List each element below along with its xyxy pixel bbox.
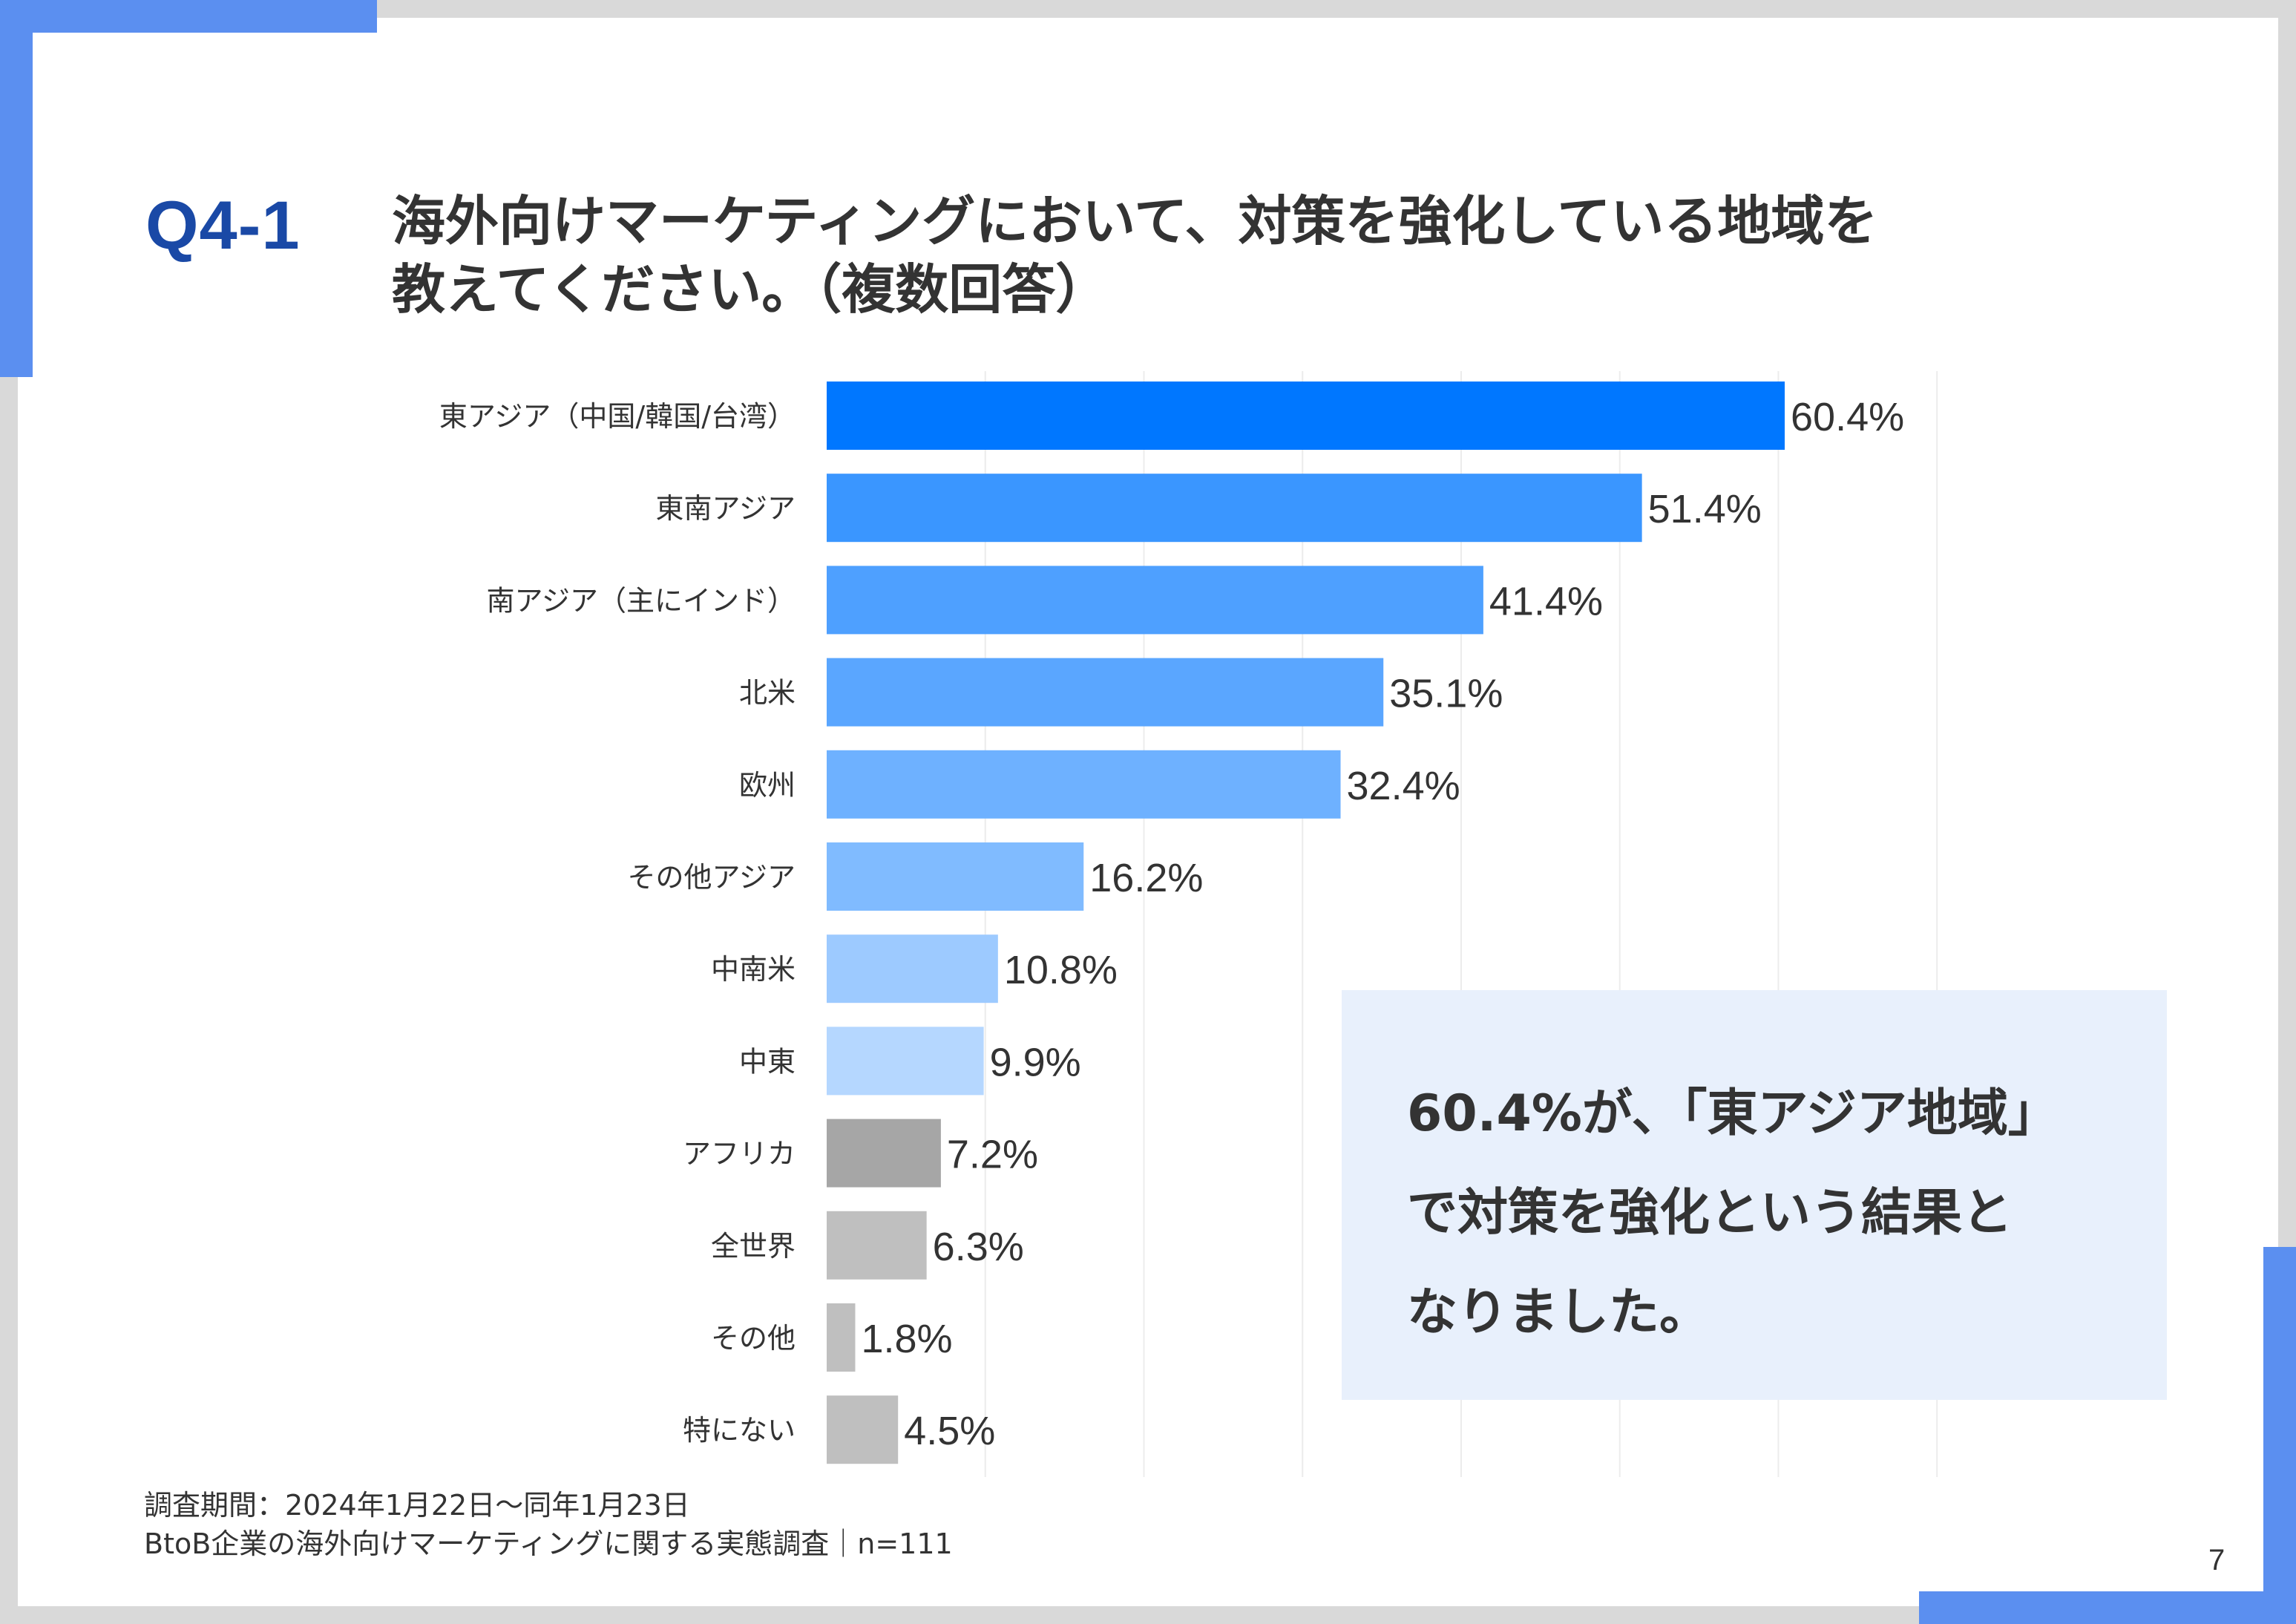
category-label: 中南米 [711, 953, 796, 986]
category-label: 全世界 [711, 1230, 796, 1263]
bar [827, 566, 1483, 635]
value-label: 60.4% [1791, 395, 1904, 439]
bar [827, 1211, 927, 1280]
survey-period: 調査期間：2024年1月22日～同年1月23日 [144, 1489, 690, 1522]
question-title-line-2: 教えてください。（複数回答） [392, 258, 1109, 321]
survey-source: BtoB企業の海外向けマーケティングに関する実態調査｜n=111 [144, 1528, 953, 1560]
corner-accent-bottom-right [1919, 1591, 2296, 1624]
value-label: 41.4% [1489, 579, 1603, 623]
summary-line-3: なりました。 [1407, 1283, 1710, 1342]
summary-text: 60.4%が、「東アジア地域」 で対策を強化という結果と なりました。 [1407, 1064, 2119, 1363]
category-label: 東アジア（中国/韓国/台湾） [439, 400, 796, 433]
corner-accent-top-left [0, 0, 377, 33]
category-label: 北米 [739, 677, 796, 710]
bar [827, 842, 1084, 911]
value-label: 51.4% [1648, 487, 1762, 531]
category-label: その他 [711, 1322, 796, 1355]
value-label: 6.3% [933, 1225, 1024, 1269]
value-label: 7.2% [947, 1133, 1038, 1177]
category-label: 東南アジア [656, 492, 796, 525]
question-title: 海外向けマーケティングにおいて、対策を強化している地域を 教えてください。（複数… [392, 187, 2024, 324]
category-label: 中東 [739, 1045, 796, 1078]
question-title-line-1: 海外向けマーケティングにおいて、対策を強化している地域を [392, 190, 1878, 252]
value-label: 1.8% [861, 1317, 952, 1361]
category-label: 特にない [683, 1414, 796, 1447]
bar [827, 1303, 856, 1372]
category-label: アフリカ [683, 1138, 796, 1170]
survey-footnote: 調査期間：2024年1月22日～同年1月23日 BtoB企業の海外向けマーケティ… [144, 1486, 953, 1563]
bar [827, 750, 1341, 819]
category-label: 欧州 [739, 769, 796, 802]
value-label: 4.5% [904, 1409, 995, 1453]
page-number: 7 [2208, 1544, 2226, 1576]
bar [827, 934, 998, 1003]
bar [827, 474, 1642, 543]
value-label: 9.9% [990, 1040, 1081, 1084]
summary-line-2: で対策を強化という結果と [1407, 1184, 2013, 1242]
value-label: 35.1% [1389, 672, 1503, 716]
summary-callout: 60.4%が、「東アジア地域」 で対策を強化という結果と なりました。 [1342, 990, 2167, 1400]
bar [827, 382, 1785, 450]
bar [827, 1119, 941, 1188]
bar [827, 1027, 984, 1096]
value-label: 10.8% [1004, 948, 1118, 992]
category-label: 南アジア（主にインド） [487, 584, 796, 617]
summary-line-1: 60.4%が、「東アジア地域」 [1407, 1084, 2059, 1143]
value-label: 16.2% [1089, 856, 1203, 900]
value-label: 32.4% [1347, 764, 1460, 808]
corner-accent-top-left-vertical [0, 0, 33, 377]
bar [827, 658, 1384, 727]
bar [827, 1395, 899, 1464]
question-label: Q4-1 [145, 188, 301, 263]
category-label: その他アジア [628, 861, 796, 894]
corner-accent-bottom-right-vertical [2263, 1247, 2296, 1624]
